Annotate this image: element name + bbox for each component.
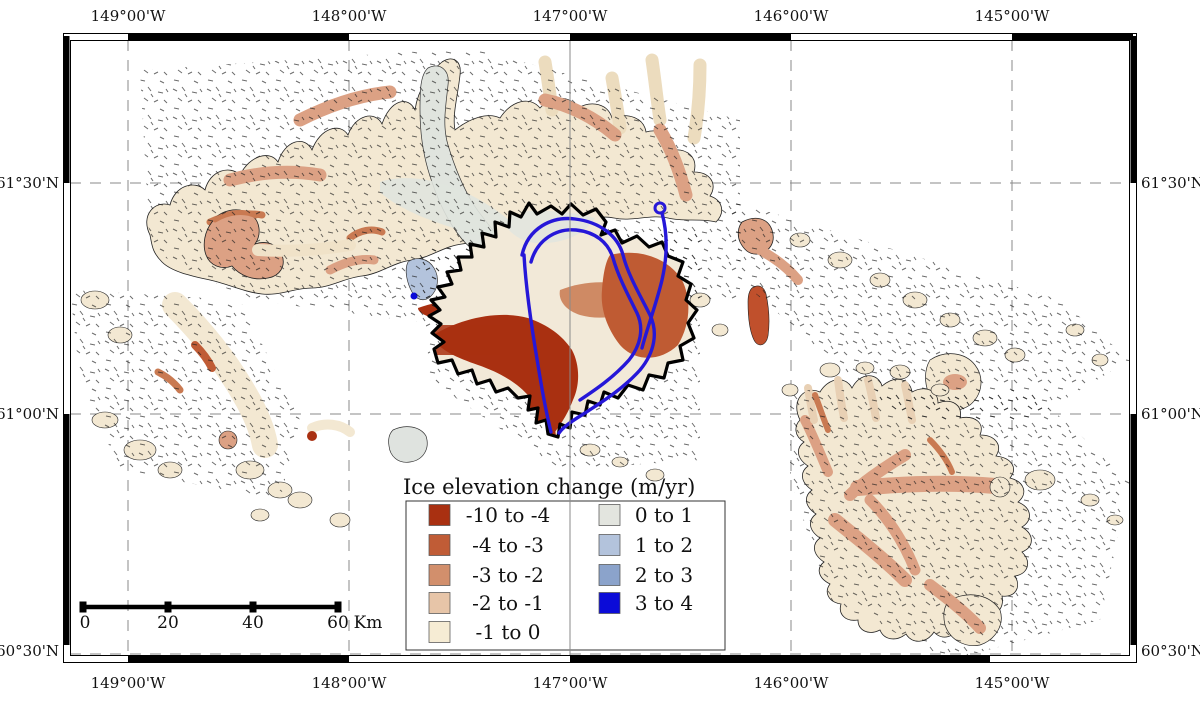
lon-label: 146°00'W xyxy=(754,674,829,692)
map-frame xyxy=(63,33,1137,663)
legend-swatch xyxy=(598,504,621,526)
lon-label: 148°00'W xyxy=(312,7,387,25)
latitude-labels-left: 61°30'N 61°00'N 60°30'N xyxy=(0,174,59,660)
legend-swatch xyxy=(428,504,451,526)
lat-label: 60°30'N xyxy=(0,642,59,660)
legend-labels: -10 to -4 -4 to -3 -3 to -2 -2 to -1 -1 … xyxy=(466,503,693,644)
longitude-labels-bottom: 149°00'W 148°00'W 147°00'W 146°00'W 145°… xyxy=(91,674,1050,692)
scale-unit-label: Km xyxy=(354,613,383,633)
glacier-shapes xyxy=(70,48,1130,656)
legend-label: -3 to -2 xyxy=(472,563,544,587)
scale-tick-label: 60 xyxy=(327,613,349,633)
lon-label: 148°00'W xyxy=(312,674,387,692)
lon-label: 147°00'W xyxy=(533,7,608,25)
legend-swatch xyxy=(598,534,621,556)
lon-label: 146°00'W xyxy=(754,7,829,25)
legend-label: 0 to 1 xyxy=(635,503,693,527)
legend-label: 1 to 2 xyxy=(635,533,693,557)
scale-tick-label: 0 xyxy=(80,613,91,633)
map-content xyxy=(70,40,1130,656)
legend-swatch xyxy=(598,564,621,586)
lon-label: 145°00'W xyxy=(975,7,1050,25)
legend-swatch xyxy=(598,592,621,614)
legend-label: -2 to -1 xyxy=(472,591,544,615)
lon-label: 149°00'W xyxy=(91,674,166,692)
lon-label: 147°00'W xyxy=(533,674,608,692)
legend-swatch xyxy=(428,592,451,614)
legend-label: -10 to -4 xyxy=(466,503,550,527)
legend-label: -4 to -3 xyxy=(472,533,544,557)
lat-label: 61°30'N xyxy=(1141,174,1200,192)
legend-swatch xyxy=(428,534,451,556)
profile-lines xyxy=(520,201,668,435)
legend-label: 3 to 4 xyxy=(635,591,693,615)
scale-bar-labels: 0 20 40 60 Km xyxy=(80,613,383,633)
scale-tick-label: 40 xyxy=(242,613,264,633)
legend-swatch xyxy=(428,621,451,643)
scale-tick-label: 20 xyxy=(157,613,179,633)
lat-label: 61°00'N xyxy=(0,405,59,423)
legend-label: -1 to 0 xyxy=(476,620,541,644)
longitude-labels-top: 149°00'W 148°00'W 147°00'W 146°00'W 145°… xyxy=(91,7,1050,25)
lon-label: 149°00'W xyxy=(91,7,166,25)
lat-label: 61°30'N xyxy=(0,174,59,192)
legend-swatches xyxy=(428,504,621,643)
lat-label: 60°30'N xyxy=(1141,642,1200,660)
legend: Ice elevation change (m/yr) -10 to -4 -4… xyxy=(403,475,726,651)
scale-bar: 0 20 40 60 Km xyxy=(79,601,383,633)
legend-swatch xyxy=(428,564,451,586)
lat-label: 61°00'N xyxy=(1141,405,1200,423)
legend-label: 2 to 3 xyxy=(635,563,693,587)
legend-box xyxy=(405,500,726,651)
legend-title: Ice elevation change (m/yr) xyxy=(403,475,695,499)
lon-label: 145°00'W xyxy=(975,674,1050,692)
latitude-labels-right: 61°30'N 61°00'N 60°30'N xyxy=(1141,174,1200,660)
